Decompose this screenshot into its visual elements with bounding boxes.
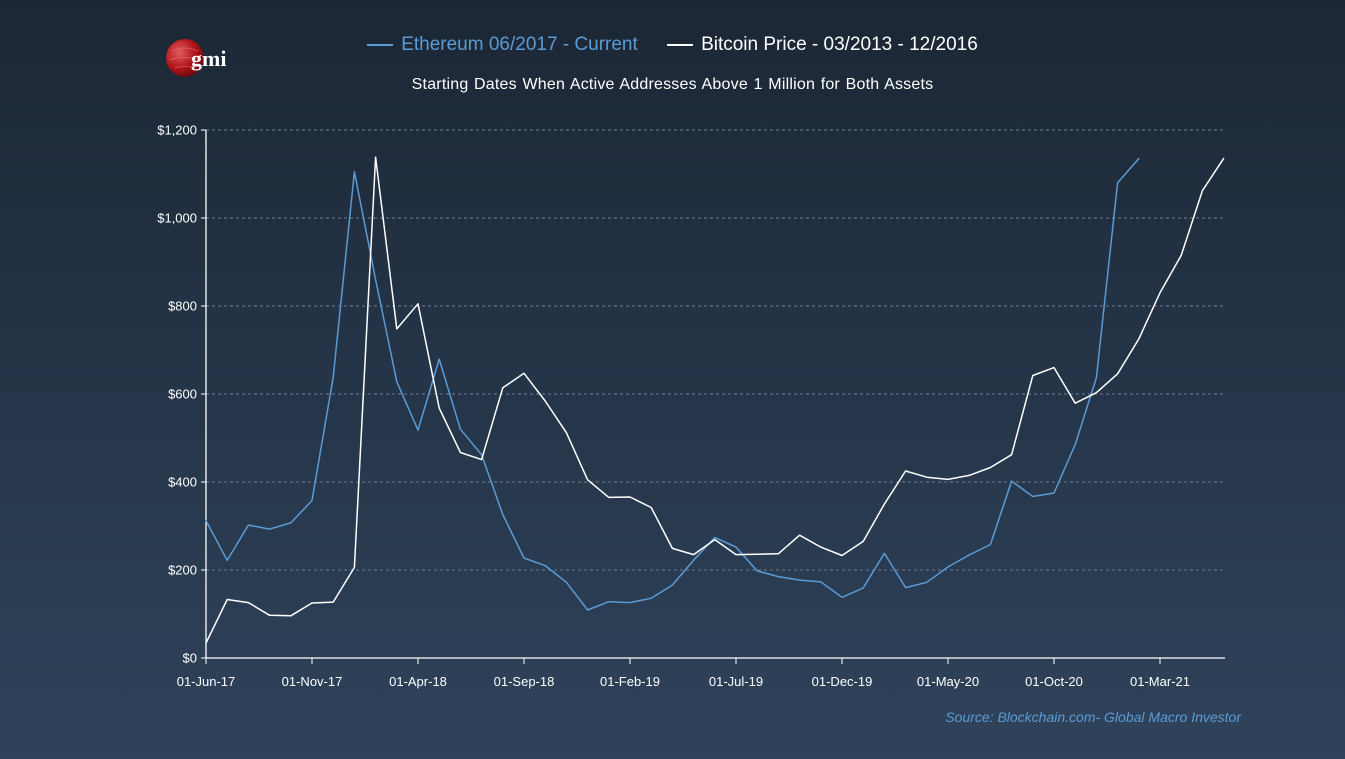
logo-text: gmi bbox=[191, 46, 226, 71]
legend-item-bitcoin: Bitcoin Price - 03/2013 - 12/2016 bbox=[667, 34, 978, 56]
y-tick-label: $400 bbox=[168, 475, 197, 490]
x-tick-label: 01-Jul-19 bbox=[709, 674, 763, 689]
x-tick-label: 01-Apr-18 bbox=[389, 674, 447, 689]
legend-label-ethereum: Ethereum 06/2017 - Current bbox=[401, 34, 638, 55]
y-tick-label: $200 bbox=[168, 563, 197, 578]
x-tick-label: 01-Feb-19 bbox=[600, 674, 660, 689]
y-tick-label: $1,200 bbox=[157, 123, 197, 138]
x-tick-label: 01-Oct-20 bbox=[1025, 674, 1083, 689]
y-axis-ticks: $0 $200 $400 $600 $800 $1,000 $1,200 bbox=[157, 123, 206, 666]
legend-swatch-bitcoin bbox=[667, 43, 694, 46]
series-line-ethereum bbox=[205, 157, 1140, 611]
x-tick-label: 01-Mar-21 bbox=[1130, 674, 1190, 689]
x-axis-ticks: 01-Jun-17 01-Nov-17 01-Apr-18 01-Sep-18 01-F… bbox=[177, 658, 1190, 689]
x-tick-label: 01-Sep-18 bbox=[494, 674, 555, 689]
grid-lines bbox=[206, 129, 1225, 571]
series-line-bitcoin bbox=[205, 156, 1225, 644]
chart-subtitle: Starting Dates When Active Addresses Abo… bbox=[411, 76, 934, 93]
y-tick-label: $600 bbox=[168, 387, 197, 402]
y-tick-label: $800 bbox=[168, 299, 197, 314]
legend-label-bitcoin: Bitcoin Price - 03/2013 - 12/2016 bbox=[701, 34, 978, 55]
chart-legend: Ethereum 06/2017 - Current Bitcoin Price… bbox=[0, 34, 1345, 56]
x-tick-label: 01-Dec-19 bbox=[812, 674, 873, 689]
chart-series bbox=[205, 156, 1225, 644]
x-tick-label: 01-Jun-17 bbox=[177, 674, 236, 689]
source-note: Source: Blockchain.com- Global Macro Inv… bbox=[945, 709, 1241, 725]
x-tick-label: 01-May-20 bbox=[917, 674, 979, 689]
legend-item-ethereum: Ethereum 06/2017 - Current bbox=[367, 34, 638, 56]
x-tick-label: 01-Nov-17 bbox=[282, 674, 343, 689]
y-tick-label: $1,000 bbox=[157, 211, 197, 226]
gmi-logo: gmi bbox=[166, 39, 226, 77]
legend-swatch-ethereum bbox=[367, 43, 394, 46]
y-tick-label: $0 bbox=[183, 651, 197, 666]
